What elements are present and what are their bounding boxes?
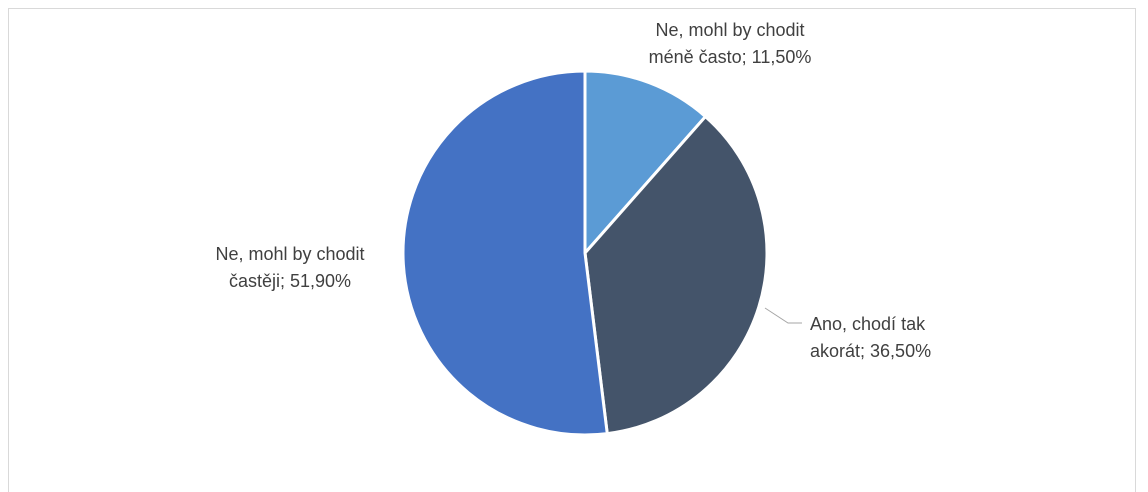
pie-slice xyxy=(583,115,769,436)
data-label: Ne, mohl by chodit méně často; 11,50% xyxy=(649,20,812,67)
pie-slices xyxy=(401,69,769,437)
data-label-line: Ne, mohl by chodit xyxy=(215,244,364,264)
data-labels: Ne, mohl by chodit méně často; 11,50% Ano,… xyxy=(215,20,931,361)
data-label-line: méně často; 11,50% xyxy=(649,47,812,67)
data-label-line: Ne, mohl by chodit xyxy=(655,20,804,40)
pie-slice xyxy=(583,69,707,255)
data-label-line: Ano, chodí tak xyxy=(810,314,926,334)
pie-slice xyxy=(401,69,609,437)
leader-lines xyxy=(764,307,802,324)
data-label: Ne, mohl by chodit častěji; 51,90% xyxy=(215,244,364,291)
data-label: Ano, chodí tak akorát; 36,50% xyxy=(810,314,931,361)
data-label-line: častěji; 51,90% xyxy=(229,271,351,291)
leader-line xyxy=(764,307,802,324)
data-label-line: akorát; 36,50% xyxy=(810,341,931,361)
